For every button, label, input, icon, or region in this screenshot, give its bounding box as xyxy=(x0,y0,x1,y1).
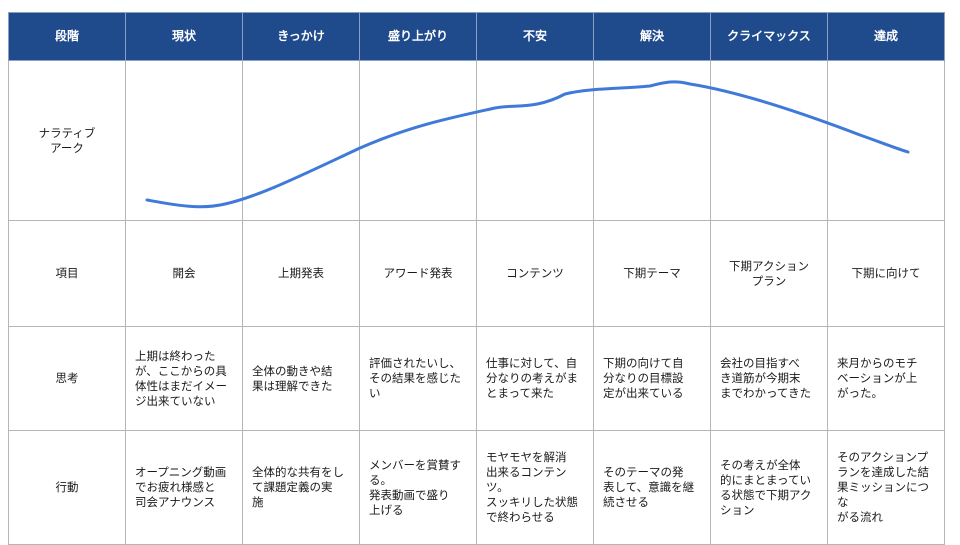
row-label-action: 行動 xyxy=(8,430,126,545)
thinking-text: 来月からのモチ ベーションが上 がった。 xyxy=(837,356,918,400)
item-cell: 下期に向けて xyxy=(827,220,945,327)
item-text: アワード発表 xyxy=(383,266,453,280)
item-cell: 下期アクション プラン xyxy=(710,220,828,327)
header-stage-label: 段階 xyxy=(8,12,126,61)
action-text: そのテーマの発 表して、意識を継 続させる xyxy=(603,465,695,509)
action-text: モヤモヤを解消 出来るコンテン ツ。 スッキリした状態 で終わらせる xyxy=(486,450,578,524)
thinking-cell: 来月からのモチ ベーションが上 がった。 xyxy=(827,326,945,431)
item-cell: 下期テーマ xyxy=(593,220,711,327)
action-cell: オープニング動画 でお疲れ様感と 司会アナウンス xyxy=(125,430,243,545)
action-cell: モヤモヤを解消 出来るコンテン ツ。 スッキリした状態 で終わらせる xyxy=(476,430,594,545)
item-cell: 上期発表 xyxy=(242,220,360,327)
action-cell: そのテーマの発 表して、意識を継 続させる xyxy=(593,430,711,545)
row-label-item: 項目 xyxy=(8,220,126,327)
header-stage-1: 現状 xyxy=(125,12,243,61)
thinking-text: 会社の目指すべ き道筋が今期末 までわかってきた xyxy=(720,356,812,400)
header-stage-3: 盛り上がり xyxy=(359,12,477,61)
item-text: 下期テーマ xyxy=(623,266,681,280)
action-cell: そのアクションプ ランを達成した結 果ミッションにつな がる流れ xyxy=(827,430,945,545)
item-text: コンテンツ xyxy=(506,266,564,280)
row-label-narrative-arc: ナラティブ アーク xyxy=(8,60,126,221)
arc-cell xyxy=(359,60,477,221)
item-text: 下期アクション プラン xyxy=(729,258,809,288)
arc-cell xyxy=(827,60,945,221)
arc-cell xyxy=(476,60,594,221)
header-row: 段階 現状 きっかけ 盛り上がり 不安 解決 クライマックス 達成 xyxy=(8,12,945,61)
thinking-row: 思考 上期は終わった が、ここからの具 体性はまだイメー ジ出来ていない 全体の… xyxy=(8,326,945,431)
thinking-cell: 評価されたいし、 その結果を感じた い xyxy=(359,326,477,431)
thinking-text: 評価されたいし、 その結果を感じた い xyxy=(369,356,461,400)
item-cell: コンテンツ xyxy=(476,220,594,327)
action-text: そのアクションプ ランを達成した結 果ミッションにつな がる流れ xyxy=(837,450,929,524)
narrative-arc-label-text: ナラティブ アーク xyxy=(38,125,96,155)
arc-cell xyxy=(242,60,360,221)
action-cell: 全体的な共有をし て課題定義の実 施 xyxy=(242,430,360,545)
item-cell: アワード発表 xyxy=(359,220,477,327)
thinking-text: 全体の動きや結 果は理解できた xyxy=(252,363,333,393)
thinking-text: 上期は終わった が、ここからの具 体性はまだイメー ジ出来ていない xyxy=(135,348,227,408)
thinking-cell: 仕事に対して、自 分なりの考えがま とまって来た xyxy=(476,326,594,431)
header-stage-2: きっかけ xyxy=(242,12,360,61)
arc-cell xyxy=(593,60,711,221)
header-stage-7: 達成 xyxy=(827,12,945,61)
item-text: 下期に向けて xyxy=(851,266,921,280)
thinking-cell: 上期は終わった が、ここからの具 体性はまだイメー ジ出来ていない xyxy=(125,326,243,431)
header-stage-5: 解決 xyxy=(593,12,711,61)
item-cell: 開会 xyxy=(125,220,243,327)
action-text: メンバーを賞賛す る。 発表動画で盛り 上げる xyxy=(369,457,461,517)
item-text: 上期発表 xyxy=(278,266,324,280)
arc-cell xyxy=(710,60,828,221)
action-cell: メンバーを賞賛す る。 発表動画で盛り 上げる xyxy=(359,430,477,545)
thinking-text: 仕事に対して、自 分なりの考えがま とまって来た xyxy=(486,356,578,400)
action-text: その考えが全体 的にまとまってい る状態で下期アク ション xyxy=(720,457,812,517)
item-row: 項目 開会 上期発表 アワード発表 コンテンツ 下期テーマ 下期アクション プラ… xyxy=(8,220,945,327)
action-row: 行動 オープニング動画 でお疲れ様感と 司会アナウンス 全体的な共有をし て課題… xyxy=(8,430,945,545)
action-text: オープニング動画 でお疲れ様感と 司会アナウンス xyxy=(135,465,227,509)
header-stage-4: 不安 xyxy=(476,12,594,61)
narrative-arc-table: 段階 現状 きっかけ 盛り上がり 不安 解決 クライマックス 達成 ナラティブ … xyxy=(8,12,945,545)
narrative-arc-row: ナラティブ アーク xyxy=(8,60,945,221)
arc-cell xyxy=(125,60,243,221)
thinking-cell: 下期の向けて自 分なりの目標設 定が出来ている xyxy=(593,326,711,431)
item-text: 開会 xyxy=(172,266,196,280)
thinking-text: 下期の向けて自 分なりの目標設 定が出来ている xyxy=(603,356,684,400)
thinking-cell: 会社の目指すべ き道筋が今期末 までわかってきた xyxy=(710,326,828,431)
header-stage-6: クライマックス xyxy=(710,12,828,61)
thinking-cell: 全体の動きや結 果は理解できた xyxy=(242,326,360,431)
action-text: 全体的な共有をし て課題定義の実 施 xyxy=(252,465,344,509)
action-cell: その考えが全体 的にまとまってい る状態で下期アク ション xyxy=(710,430,828,545)
row-label-thinking: 思考 xyxy=(8,326,126,431)
